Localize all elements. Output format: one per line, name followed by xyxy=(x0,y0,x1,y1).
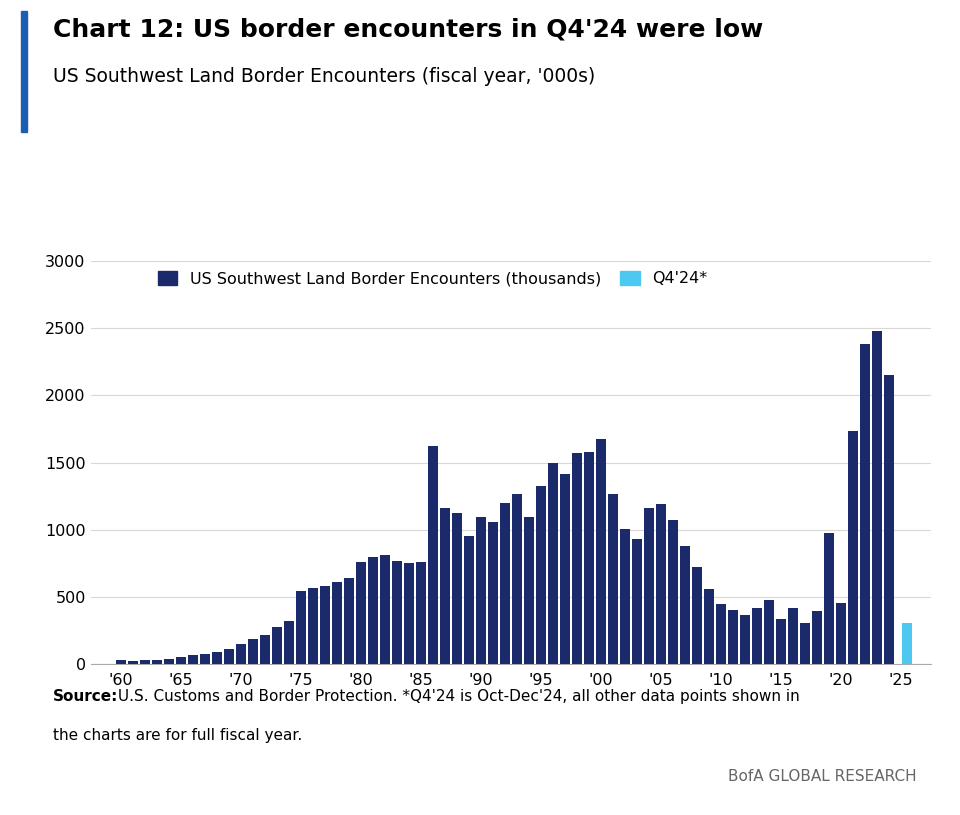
Bar xyxy=(321,586,330,664)
Bar xyxy=(633,539,642,664)
Bar xyxy=(212,652,222,664)
Bar xyxy=(369,557,378,664)
Bar xyxy=(572,453,582,664)
Bar xyxy=(740,615,750,664)
Bar xyxy=(812,610,822,664)
Bar xyxy=(164,659,174,664)
Bar xyxy=(153,659,162,664)
Bar xyxy=(188,655,198,664)
Text: BofA GLOBAL RESEARCH: BofA GLOBAL RESEARCH xyxy=(729,769,917,784)
Bar xyxy=(225,650,234,664)
Bar xyxy=(201,654,210,664)
Bar xyxy=(849,431,858,664)
Bar xyxy=(513,495,522,664)
Bar xyxy=(393,561,402,664)
Bar xyxy=(273,627,282,664)
Bar xyxy=(345,578,354,664)
Bar xyxy=(452,513,462,664)
Bar xyxy=(524,517,534,664)
Bar xyxy=(260,635,270,664)
Bar xyxy=(902,623,912,664)
Text: U.S. Customs and Border Protection. *Q4'24 is Oct-Dec'24, all other data points : U.S. Customs and Border Protection. *Q4'… xyxy=(113,689,800,703)
Bar xyxy=(692,567,702,664)
Bar xyxy=(380,555,390,664)
Bar xyxy=(404,563,414,664)
Bar xyxy=(356,562,366,664)
Bar xyxy=(500,503,510,664)
Bar xyxy=(860,345,870,664)
Bar xyxy=(476,518,486,664)
Bar xyxy=(585,452,594,664)
Bar xyxy=(753,608,762,664)
Legend: US Southwest Land Border Encounters (thousands), Q4'24*: US Southwest Land Border Encounters (tho… xyxy=(158,271,708,286)
Bar xyxy=(284,621,294,664)
Bar xyxy=(537,486,546,664)
Bar xyxy=(801,623,810,664)
Bar xyxy=(705,589,714,664)
Bar xyxy=(548,463,558,664)
Bar xyxy=(681,546,690,664)
Bar xyxy=(465,536,474,664)
Bar xyxy=(668,520,678,664)
Bar xyxy=(788,609,798,664)
Bar xyxy=(764,600,774,664)
Bar xyxy=(596,438,606,664)
Bar xyxy=(177,657,186,664)
Bar xyxy=(873,331,882,664)
Bar xyxy=(620,530,630,664)
Bar xyxy=(489,522,498,664)
Text: the charts are for full fiscal year.: the charts are for full fiscal year. xyxy=(53,728,302,742)
Bar xyxy=(116,660,126,664)
Bar xyxy=(884,376,894,664)
Bar xyxy=(140,660,150,664)
Bar xyxy=(609,494,618,664)
Bar xyxy=(716,604,726,664)
Bar xyxy=(236,644,246,664)
Bar xyxy=(441,509,450,664)
Bar xyxy=(129,661,138,664)
Text: US Southwest Land Border Encounters (fiscal year, '000s): US Southwest Land Border Encounters (fis… xyxy=(53,67,595,86)
Bar xyxy=(729,610,738,664)
Bar xyxy=(332,582,342,664)
Text: Chart 12: US border encounters in Q4'24 were low: Chart 12: US border encounters in Q4'24 … xyxy=(53,18,763,42)
Bar xyxy=(644,509,654,664)
Bar xyxy=(249,639,258,664)
Bar xyxy=(657,504,666,664)
Text: Source:: Source: xyxy=(53,689,118,703)
Bar xyxy=(297,591,306,664)
Bar xyxy=(561,474,570,664)
Bar xyxy=(428,446,438,664)
Bar xyxy=(777,619,786,664)
Bar xyxy=(825,533,834,664)
Bar xyxy=(417,562,426,664)
Bar xyxy=(308,588,318,664)
Bar xyxy=(836,602,846,664)
